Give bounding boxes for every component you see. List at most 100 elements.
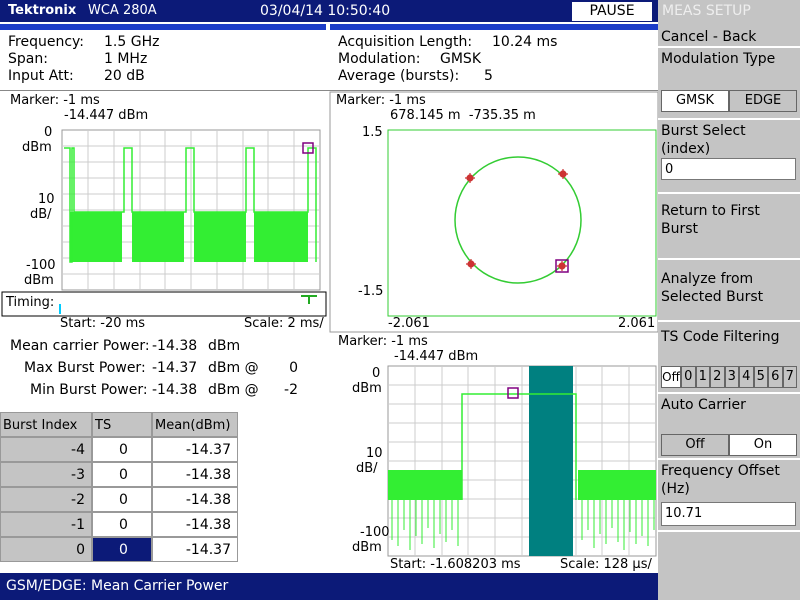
- result-unit: dBm @: [208, 382, 259, 398]
- option-button[interactable]: 5: [753, 366, 768, 388]
- setting-value: 1.5 GHz: [104, 34, 160, 50]
- result-unit: dBm @: [208, 360, 259, 376]
- result-value: -14.38: [152, 338, 198, 354]
- option-button[interactable]: 1: [695, 366, 710, 388]
- menu-item[interactable]: Return to First Burst: [658, 192, 800, 258]
- constellation-frame: [329, 91, 658, 333]
- result-value: -14.38: [152, 382, 198, 398]
- plots: [1, 91, 658, 557]
- power-envelope: [64, 147, 317, 263]
- y-unit: dBm: [22, 140, 52, 155]
- menu-item[interactable]: Analyze from Selected Burst: [658, 258, 800, 320]
- trace-bar: [330, 24, 658, 30]
- result-label: Mean carrier Power:: [10, 338, 150, 354]
- y-label: -100: [26, 258, 56, 273]
- marker-label: Marker: -1 ms: [10, 93, 100, 108]
- timing-marker: [301, 295, 317, 304]
- setting-label: Frequency:: [8, 34, 85, 50]
- input-field[interactable]: 10.71: [661, 502, 796, 526]
- marker-label: Marker: -1 ms: [336, 93, 426, 108]
- side-menu: MEAS SETUP Cancel - Back Modulation Type GM…: [658, 0, 800, 600]
- table-cell[interactable]: -1: [0, 512, 92, 537]
- menu-item[interactable]: Cancel - Back: [661, 29, 757, 45]
- power-grid: [62, 130, 320, 290]
- result-value: -14.37: [152, 360, 198, 376]
- option-button[interactable]: On: [729, 434, 797, 456]
- menu-item: TS Code Filtering: [658, 320, 800, 392]
- option-button[interactable]: 7: [782, 366, 797, 388]
- menu-item: Burst Select (index): [658, 118, 800, 192]
- marker: [555, 259, 569, 273]
- option-button[interactable]: 2: [710, 366, 725, 388]
- header-bar: [0, 0, 658, 22]
- y-label: 0: [44, 125, 53, 140]
- table-cell[interactable]: -2: [0, 487, 92, 512]
- option-button[interactable]: 4: [739, 366, 754, 388]
- timing-box: [1, 291, 327, 317]
- option-button[interactable]: Off: [661, 366, 681, 388]
- datetime: 03/04/14 10:50:40: [260, 3, 391, 19]
- table-cell[interactable]: 0: [0, 537, 92, 562]
- y-label: 1.5: [362, 125, 383, 140]
- marker-label: Marker: -1 ms: [338, 334, 428, 349]
- setting-label: Acquisition Length:: [338, 34, 473, 50]
- scale-label: Scale: 2 ms/: [244, 316, 324, 331]
- brand: Tektronix: [8, 3, 77, 18]
- option-button[interactable]: Off: [661, 434, 729, 456]
- spectrum-spikes: [391, 500, 655, 550]
- x-label: 2.061: [618, 316, 656, 331]
- input-field[interactable]: 0: [661, 158, 796, 180]
- menu-title: MEAS SETUP: [662, 3, 751, 19]
- y-label: -100: [360, 525, 390, 540]
- setting-value: 20 dB: [104, 68, 145, 84]
- y-unit: dBm: [352, 540, 382, 555]
- table-cell: -14.38: [152, 462, 238, 487]
- table-cell: 0: [92, 512, 152, 537]
- table-cell: 0: [92, 437, 152, 462]
- result-label: Max Burst Power:: [24, 360, 146, 376]
- y-label: 10: [366, 446, 383, 461]
- option-button[interactable]: 3: [724, 366, 739, 388]
- scale-label: Scale: 128 µs/: [560, 557, 652, 572]
- constellation-circle: [454, 156, 582, 284]
- table-cell[interactable]: -4: [0, 437, 92, 462]
- marker: [302, 142, 314, 154]
- model: WCA 280A: [88, 3, 157, 18]
- table-cell: -14.37: [152, 537, 238, 562]
- table-cell: 0: [92, 462, 152, 487]
- marker-value: 678.145 m -735.35 m: [390, 108, 536, 123]
- table-header: Burst Index: [0, 412, 92, 437]
- start-label: Start: -1.608203 ms: [390, 557, 521, 572]
- result-label: Min Burst Power:: [30, 382, 148, 398]
- table-header: TS Code: [92, 412, 152, 458]
- menu-divider: [658, 530, 800, 532]
- setting-value: 10.24 ms: [492, 34, 558, 50]
- table-header: Mean(dBm): [152, 412, 238, 437]
- option-button[interactable]: 6: [768, 366, 783, 388]
- y-unit: dBm: [24, 273, 54, 288]
- timing-label: Timing:: [6, 295, 55, 310]
- pause-button[interactable]: PAUSE: [572, 2, 652, 21]
- constellation-area: [387, 129, 657, 317]
- option-button[interactable]: GMSK: [661, 90, 729, 112]
- marker-value: -14.447 dBm: [394, 349, 479, 364]
- setting-label: Span:: [8, 51, 48, 67]
- status-text: GSM/EDGE: Mean Carrier Power: [6, 578, 229, 594]
- result-at: -2: [284, 382, 298, 398]
- setting-label: Average (bursts):: [338, 68, 460, 84]
- start-label: Start: -20 ms: [60, 316, 146, 331]
- setting-value: 5: [484, 68, 493, 84]
- x-label: -2.061: [388, 316, 430, 331]
- result-unit: dBm: [208, 338, 241, 354]
- option-button[interactable]: EDGE: [729, 90, 797, 112]
- table-cell: -14.38: [152, 487, 238, 512]
- trace-bar: [0, 24, 326, 30]
- table-cell[interactable]: -3: [0, 462, 92, 487]
- setting-label: Modulation:: [338, 51, 421, 67]
- y-label: -1.5: [358, 284, 384, 299]
- menu-item: Auto Carrier: [658, 392, 800, 458]
- option-button[interactable]: 0: [681, 366, 696, 388]
- table-cell: -14.38: [152, 512, 238, 537]
- status-bar: [0, 573, 658, 600]
